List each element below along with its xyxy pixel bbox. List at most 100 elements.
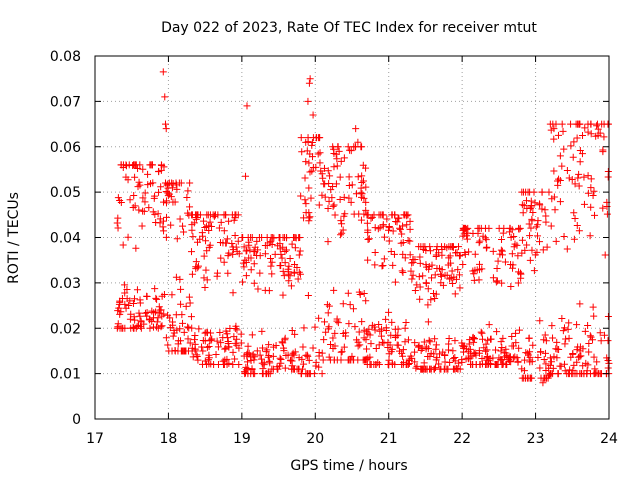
data-point	[143, 312, 151, 320]
data-point	[446, 275, 454, 283]
data-point	[584, 172, 592, 180]
data-point	[526, 348, 534, 356]
data-point	[466, 336, 474, 344]
data-point	[528, 246, 536, 254]
data-point	[168, 179, 176, 187]
data-point	[261, 241, 269, 249]
data-point	[281, 259, 289, 267]
data-point	[584, 189, 592, 197]
data-point	[199, 232, 207, 240]
data-point	[259, 365, 267, 373]
data-point	[425, 265, 433, 273]
data-point	[345, 181, 353, 189]
data-point	[500, 349, 508, 357]
data-point	[306, 75, 314, 83]
data-point	[548, 195, 556, 203]
data-point	[288, 327, 296, 335]
data-point	[319, 356, 327, 364]
data-point	[414, 343, 422, 351]
data-point	[278, 254, 286, 262]
data-point	[207, 222, 215, 230]
data-point	[587, 184, 595, 192]
data-point	[223, 330, 231, 338]
data-point	[380, 339, 388, 347]
data-point	[391, 211, 399, 219]
data-point	[563, 245, 571, 253]
data-point	[518, 201, 526, 209]
data-point	[304, 97, 312, 105]
data-point	[302, 200, 310, 208]
data-point	[567, 120, 575, 128]
data-point	[140, 207, 148, 215]
data-point	[573, 346, 581, 354]
data-point	[212, 350, 220, 358]
data-point	[559, 127, 567, 135]
data-point	[365, 325, 373, 333]
data-point	[124, 233, 132, 241]
data-point	[220, 227, 228, 235]
data-point	[367, 340, 375, 348]
data-point	[355, 328, 363, 336]
data-point	[154, 210, 162, 218]
data-point	[126, 315, 134, 323]
data-point	[542, 360, 550, 368]
data-point	[541, 331, 549, 339]
data-point	[484, 361, 492, 369]
data-point	[590, 353, 598, 361]
data-point	[237, 330, 245, 338]
data-point	[550, 135, 558, 143]
data-point	[424, 285, 432, 293]
data-point	[384, 361, 392, 369]
x-tick-label: 24	[600, 431, 618, 447]
data-point	[155, 309, 163, 317]
data-point	[471, 250, 479, 258]
data-point	[172, 311, 180, 319]
data-point	[217, 254, 225, 262]
data-point	[424, 318, 432, 326]
data-point	[237, 339, 245, 347]
data-point	[186, 339, 194, 347]
data-point	[558, 162, 566, 170]
data-point	[363, 361, 371, 369]
data-point	[441, 271, 449, 279]
data-point	[277, 250, 285, 258]
data-point	[159, 68, 167, 76]
data-point	[377, 211, 385, 219]
data-point	[354, 138, 362, 146]
data-point	[570, 235, 578, 243]
data-point	[312, 358, 320, 366]
data-point	[542, 366, 550, 374]
data-point	[389, 227, 397, 235]
data-point	[441, 365, 449, 373]
data-point	[207, 329, 215, 337]
data-point	[358, 172, 366, 180]
data-point	[316, 134, 324, 142]
data-point	[523, 241, 531, 249]
data-point	[192, 258, 200, 266]
data-point	[305, 370, 313, 378]
data-point	[515, 224, 523, 232]
data-point	[138, 222, 146, 230]
data-point	[501, 258, 509, 266]
data-point	[287, 282, 295, 290]
data-point	[594, 125, 602, 133]
data-point	[526, 256, 534, 264]
data-point	[604, 356, 612, 364]
data-point	[312, 163, 320, 171]
data-point	[309, 134, 317, 142]
data-point	[407, 352, 415, 360]
data-point	[357, 216, 365, 224]
data-point	[380, 233, 388, 241]
data-point	[341, 210, 349, 218]
data-point	[288, 351, 296, 359]
data-point	[298, 148, 306, 156]
data-point	[329, 202, 337, 210]
data-point	[333, 155, 341, 163]
data-point	[315, 314, 323, 322]
data-point	[250, 248, 258, 256]
data-point	[593, 122, 601, 130]
data-point	[402, 319, 410, 327]
data-point	[325, 323, 333, 331]
data-point	[206, 241, 214, 249]
data-point	[256, 252, 264, 260]
